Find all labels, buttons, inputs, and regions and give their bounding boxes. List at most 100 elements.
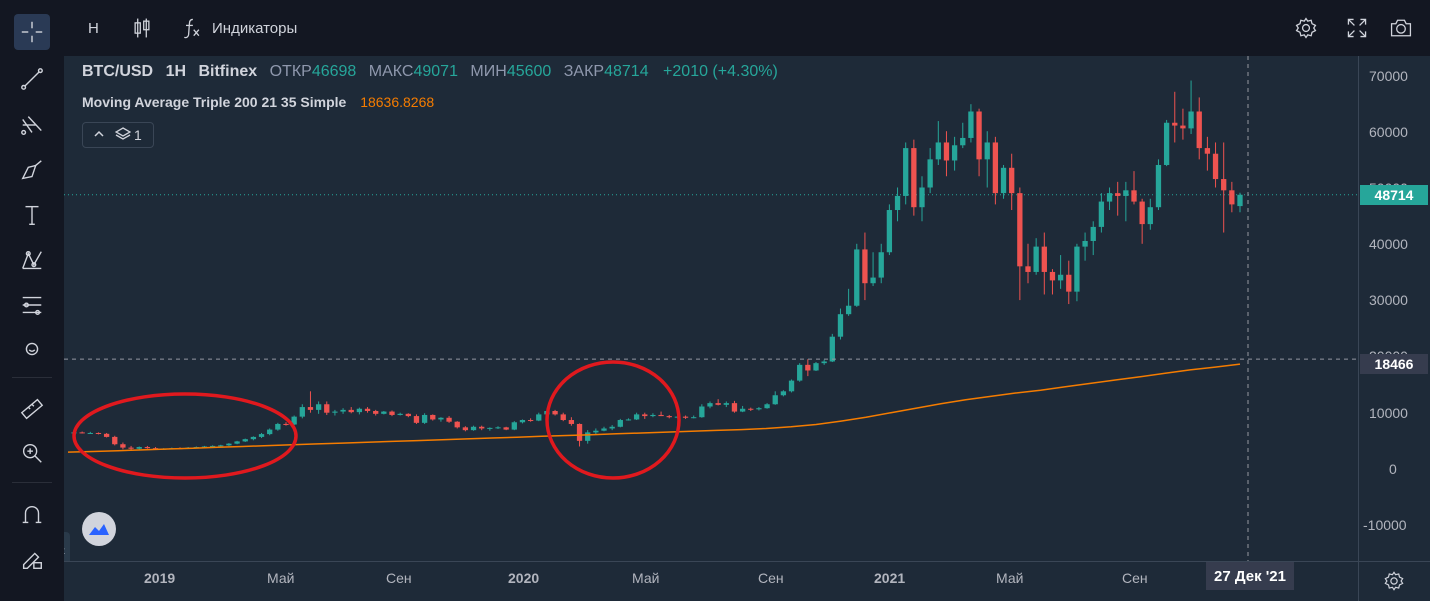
price-tick: 0 xyxy=(1389,461,1397,477)
candle-body xyxy=(976,111,982,160)
emoji-tool[interactable] xyxy=(14,331,50,367)
candle-body xyxy=(291,416,297,425)
text-tool[interactable] xyxy=(14,197,50,233)
candle-body xyxy=(715,403,721,405)
price-tick: 70000 xyxy=(1369,68,1408,84)
candle-body xyxy=(739,408,746,412)
time-tick: Май xyxy=(996,570,1024,586)
brush-tool[interactable] xyxy=(14,153,50,189)
candle-body xyxy=(1147,207,1153,225)
price-chart[interactable] xyxy=(64,56,1358,561)
price-tick: 60000 xyxy=(1369,124,1408,140)
toolbar-divider xyxy=(12,377,52,378)
candle-body xyxy=(821,361,827,364)
open-value: 46698 xyxy=(311,63,357,80)
trendline-tool[interactable] xyxy=(14,61,50,97)
candle-body xyxy=(870,277,876,284)
candle-body xyxy=(381,411,387,414)
candle-body xyxy=(128,447,134,449)
candle-body xyxy=(421,414,428,423)
candle-body xyxy=(112,436,118,445)
fib-tool[interactable] xyxy=(14,107,50,143)
moving-average-line xyxy=(67,363,1241,453)
candle-body xyxy=(878,252,884,278)
prediction-tool[interactable] xyxy=(14,287,50,323)
candle-body xyxy=(943,142,950,161)
fullscreen-button[interactable] xyxy=(1345,15,1369,41)
candle-body xyxy=(299,407,305,417)
candle-body xyxy=(356,408,363,413)
ruler-tool[interactable] xyxy=(14,391,50,427)
zoom-in-icon xyxy=(22,443,42,463)
drawing-toolbar xyxy=(0,0,65,600)
candle-body xyxy=(1057,274,1064,281)
candle-body xyxy=(258,434,265,437)
candle-body xyxy=(829,336,835,362)
candle-body xyxy=(699,406,705,418)
candle-body xyxy=(527,420,534,422)
toolbar-divider xyxy=(12,482,52,483)
candle-body xyxy=(862,249,868,284)
candle-body xyxy=(487,427,493,429)
indicator-legend[interactable]: Moving Average Triple 200 21 35 Simple 1… xyxy=(82,94,434,110)
fib-icon xyxy=(21,116,42,135)
annotation-ellipse xyxy=(545,360,681,480)
price-tick: -10000 xyxy=(1363,517,1407,533)
pattern-tool[interactable] xyxy=(14,243,50,279)
axis-corner[interactable] xyxy=(1358,561,1430,601)
candle-body xyxy=(519,420,526,423)
candle-body xyxy=(103,433,110,437)
time-tick: 2020 xyxy=(508,570,540,586)
price-axis[interactable]: 70000 60000 50000 40000 30000 20000 1000… xyxy=(1358,56,1430,561)
time-axis[interactable]: 2019 Май Сен 2020 Май Сен 2021 Май Сен 2… xyxy=(64,561,1358,601)
candle-body xyxy=(324,404,330,413)
candle-body xyxy=(1229,190,1235,205)
candle-body xyxy=(837,314,844,337)
candle-body xyxy=(267,429,273,435)
zoom-tool[interactable] xyxy=(14,435,50,471)
candle-body xyxy=(968,111,974,138)
candle-body xyxy=(1155,164,1162,208)
candle-body xyxy=(503,427,509,430)
candle-body xyxy=(854,249,860,306)
candle-body xyxy=(780,391,787,396)
magnet-tool[interactable] xyxy=(14,497,50,533)
candle-body xyxy=(585,432,591,441)
lock-drawings-tool[interactable] xyxy=(14,541,50,577)
legend-collapse-button[interactable]: 1 xyxy=(82,122,154,148)
layers-icon xyxy=(114,126,132,144)
candle-body xyxy=(1033,246,1039,272)
chart-pane[interactable]: BTC/USD 1Н Bitfinex ОТКР46698 МАКС49071 … xyxy=(64,56,1358,561)
candle-body xyxy=(218,445,224,447)
candle-body xyxy=(1066,274,1072,292)
tradingview-logo[interactable] xyxy=(82,512,116,546)
trendline-icon xyxy=(21,68,43,90)
candle-body xyxy=(397,413,403,415)
candle-body xyxy=(536,414,542,421)
candle-body xyxy=(283,423,289,425)
candle-body xyxy=(1237,194,1243,207)
candle-body xyxy=(658,414,664,417)
indicators-label: Индикаторы xyxy=(212,19,298,37)
indicators-button[interactable]: Индикаторы xyxy=(180,15,297,41)
candle-body xyxy=(209,445,216,447)
candle-body xyxy=(144,447,151,449)
candle-body xyxy=(772,395,778,405)
snapshot-button[interactable] xyxy=(1389,15,1413,41)
interval-button[interactable]: Н xyxy=(88,15,99,41)
candle-body xyxy=(1049,271,1056,281)
candle-body xyxy=(332,411,338,413)
symbol-name[interactable]: BTC/USD xyxy=(82,63,154,80)
time-tick: 2021 xyxy=(874,570,906,586)
symbol-legend: BTC/USD 1Н Bitfinex ОТКР46698 МАКС49071 … xyxy=(82,63,778,81)
candle-body xyxy=(136,447,142,449)
top-toolbar: Н Индикаторы xyxy=(64,0,1430,57)
crosshair-tool[interactable] xyxy=(14,14,50,50)
candle-body xyxy=(364,408,371,412)
chart-type-button[interactable] xyxy=(130,15,154,41)
settings-button[interactable] xyxy=(1294,15,1318,41)
candle-body xyxy=(723,403,729,405)
collapse-panel-handle[interactable]: ‹ xyxy=(64,532,70,561)
change-value: +2010 (+4.30%) xyxy=(663,63,778,80)
candle-body xyxy=(601,428,607,431)
